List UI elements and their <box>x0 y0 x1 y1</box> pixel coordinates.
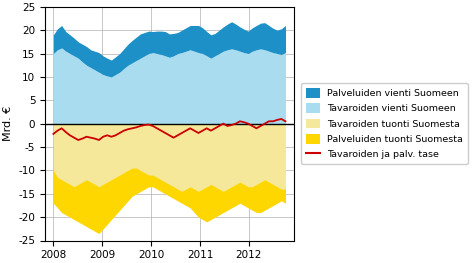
Legend: Palveluiden vienti Suomeen, Tavaroiden vienti Suomeen, Tavaroiden tuonti Suomest: Palveluiden vienti Suomeen, Tavaroiden v… <box>301 83 468 164</box>
Y-axis label: Mrd. €: Mrd. € <box>3 106 13 141</box>
